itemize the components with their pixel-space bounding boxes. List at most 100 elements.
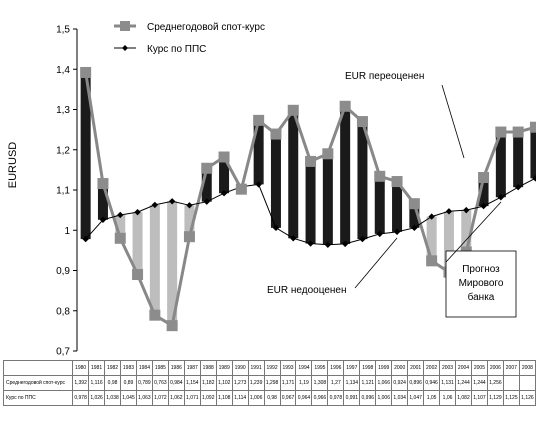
- forecast-line: Мирового: [459, 278, 504, 289]
- table-year-cell: 1986: [167, 360, 185, 376]
- table-value-cell: 0,978: [327, 390, 345, 406]
- table-value-cell: [502, 375, 520, 391]
- table-value-cell: 1,026: [88, 390, 106, 406]
- spot-point: [391, 176, 403, 188]
- table-value-cell: 1,182: [199, 375, 217, 391]
- ppp-point: [376, 230, 383, 238]
- spot-point: [114, 232, 126, 244]
- ppp-point: [99, 216, 107, 223]
- annotation-overvalued: EUR переоценен: [345, 71, 424, 82]
- ppp-point: [411, 224, 418, 232]
- overvalued-bar: [340, 106, 351, 244]
- overvalued-bar: [219, 156, 230, 194]
- table-value-cell: 0,89: [120, 375, 137, 391]
- table-year-cell: 1996: [327, 360, 345, 376]
- overvalued-bar: [513, 132, 524, 188]
- data-table: 1980 1981 1982 1983 1984 1985 1986 1987 1988 1989…: [2, 360, 536, 406]
- table-value-cell: 1,006: [375, 390, 393, 406]
- table-value-cell: 1,121: [359, 375, 377, 391]
- spot-point: [356, 116, 368, 128]
- y-tick-label: 1,4: [56, 65, 70, 76]
- overvalued-bar: [97, 183, 108, 220]
- table-value-cell: 0,967: [279, 390, 297, 406]
- ppp-point: [393, 228, 401, 236]
- ppp-point: [290, 235, 297, 242]
- spot-point: [201, 162, 213, 174]
- spot-point: [97, 178, 109, 190]
- legend-spot-swatch-marker: [120, 21, 130, 31]
- overvalued-bar: [322, 153, 333, 245]
- ppp-point: [82, 235, 89, 243]
- table-row-label: Курс по ППС: [2, 390, 74, 406]
- y-tick-label: 0,7: [56, 347, 70, 358]
- undervalued-bar: [167, 201, 178, 326]
- overvalued-bar: [80, 72, 91, 240]
- spot-point: [322, 148, 334, 160]
- overvalued-bar: [374, 176, 385, 234]
- table-year-cell: 1984: [135, 360, 153, 376]
- table-year-cell: 1998: [359, 360, 377, 376]
- table-year-cell: 1992: [263, 360, 281, 376]
- ppp-point: [463, 206, 470, 214]
- overvalued-bar: [270, 134, 281, 228]
- ppp-point: [324, 241, 332, 248]
- spot-point: [305, 155, 317, 167]
- y-tick-label: 0,9: [56, 266, 70, 277]
- ppp-point: [220, 190, 228, 197]
- spot-point: [339, 100, 351, 112]
- table-value-cell: 0,98: [104, 375, 121, 391]
- table-value-cell: 1,244: [455, 375, 472, 391]
- table-year-cell: 1989: [215, 360, 233, 376]
- table-value-cell: 1,131: [439, 375, 457, 391]
- table-value-cell: 1,154: [183, 375, 201, 391]
- undervalued-bar: [132, 212, 143, 275]
- overvalued-bar: [201, 168, 212, 202]
- ppp-point: [151, 201, 159, 209]
- table-year-cell: 1981: [88, 360, 106, 376]
- spot-point: [529, 121, 536, 133]
- table-year-cell: 1994: [295, 360, 313, 376]
- table-value-cell: 1,244: [470, 375, 488, 391]
- ppp-point: [445, 208, 453, 215]
- y-tick-label: 1: [64, 226, 70, 237]
- table-row-spot: Среднегодовой спот-курс 1,392 1,116 0,98 0,8…: [2, 375, 536, 391]
- table-value-cell: 1,19: [295, 375, 313, 391]
- spot-point: [495, 126, 507, 138]
- ppp-point: [341, 240, 349, 248]
- table-value-cell: 0,896: [407, 375, 425, 391]
- table-year-cell: 1980: [72, 360, 90, 376]
- y-tick-label: 1,5: [56, 25, 70, 36]
- spot-point: [235, 183, 247, 195]
- table-value-cell: 1,116: [88, 375, 106, 391]
- ppp-point: [117, 211, 124, 219]
- annotation-undervalued-pointer: [354, 237, 398, 289]
- ppp-point: [272, 224, 280, 232]
- table-value-cell: 1,125: [502, 390, 520, 406]
- table-value-cell: 1,062: [167, 390, 185, 406]
- table-value-cell: 1,171: [279, 375, 297, 391]
- table-value-cell: 0,924: [391, 375, 409, 391]
- table-value-cell: 0,763: [151, 375, 169, 391]
- spot-point: [408, 198, 420, 210]
- legend-ppp-swatch-marker: [122, 45, 128, 51]
- table-row-ppp: Курс по ППС 0,978 1,026 1,038 1,045 1,063 1,07…: [2, 390, 536, 406]
- spot-point: [287, 104, 299, 116]
- spot-point: [166, 320, 178, 332]
- table-value-cell: [518, 375, 536, 391]
- table-value-cell: 1,072: [151, 390, 169, 406]
- table-value-cell: 1,256: [486, 375, 504, 391]
- table-value-cell: 1,114: [231, 390, 249, 406]
- table-year-cell: 2007: [502, 360, 520, 376]
- table-value-cell: 1,047: [407, 390, 425, 406]
- y-tick-label: 1,1: [56, 186, 70, 197]
- table-value-cell: 0,978: [72, 390, 90, 406]
- table-value-cell: 1,092: [199, 390, 217, 406]
- ppp-point: [203, 198, 210, 205]
- table-value-cell: 1,308: [311, 375, 329, 391]
- table-year-cell: 1995: [311, 360, 329, 376]
- spot-point: [478, 172, 490, 184]
- undervalued-bar: [461, 210, 472, 252]
- forecast-pointer: [445, 201, 502, 263]
- table-year-cell: 1987: [183, 360, 201, 376]
- overvalued-bar: [409, 203, 420, 228]
